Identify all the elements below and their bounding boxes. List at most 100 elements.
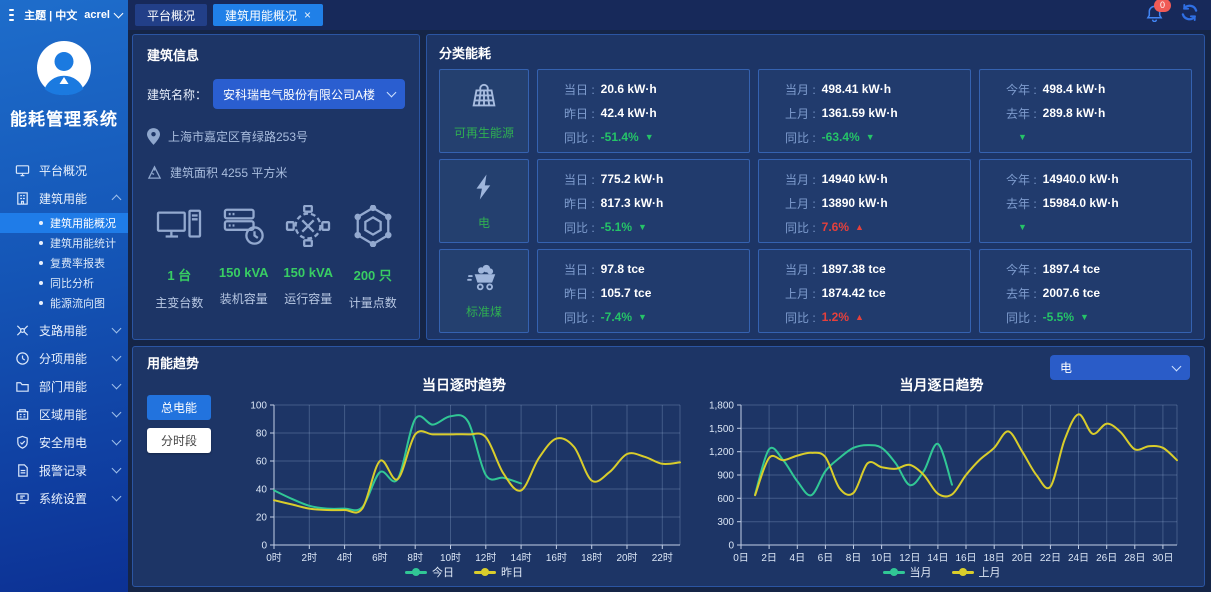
category-card-renewable: 可再生能源 bbox=[439, 69, 529, 153]
chart-legend: 当月 上月 bbox=[882, 564, 1001, 580]
sidebar-item-subitem-energy[interactable]: 分项用能 bbox=[0, 344, 128, 372]
svg-text:2日: 2日 bbox=[761, 553, 777, 564]
sidebar-submenu-building: 建筑用能概况 建筑用能统计 复费率报表 同比分析 能源流向图 bbox=[0, 212, 128, 316]
metering-points-icon bbox=[350, 204, 396, 251]
legend-item-yesterday[interactable]: 昨日 bbox=[474, 564, 523, 580]
sidebar-subitem-yoy-analysis[interactable]: 同比分析 bbox=[0, 273, 128, 293]
notification-bell-icon[interactable]: 0 bbox=[1146, 0, 1171, 27]
sidebar-subitem-building-overview[interactable]: 建筑用能概况 bbox=[0, 213, 128, 233]
settings-icon bbox=[14, 490, 30, 506]
svg-text:0日: 0日 bbox=[733, 553, 749, 564]
bullet-icon bbox=[39, 281, 43, 285]
chart-title: 当日逐时趋势 bbox=[422, 377, 506, 393]
building-info-title: 建筑信息 bbox=[147, 48, 200, 63]
svg-text:60: 60 bbox=[256, 457, 268, 468]
svg-text:1,200: 1,200 bbox=[708, 447, 733, 458]
svg-text:16日: 16日 bbox=[955, 553, 976, 564]
stat-transformer-count: 1 台 主变台数 bbox=[147, 205, 212, 311]
theme-language-switch[interactable]: 主题 | 中文 bbox=[24, 10, 78, 22]
chevron-down-icon bbox=[1171, 361, 1182, 371]
energy-trend-title: 用能趋势 bbox=[147, 356, 200, 371]
building-icon bbox=[14, 190, 30, 206]
transformer-icon bbox=[156, 209, 202, 251]
sidebar-item-electrical-safety[interactable]: 安全用电 bbox=[0, 428, 128, 456]
chevron-down-icon bbox=[111, 351, 122, 362]
refresh-icon[interactable] bbox=[1180, 4, 1199, 26]
svg-text:22日: 22日 bbox=[1039, 553, 1060, 564]
legend-item-today[interactable]: 今日 bbox=[405, 564, 454, 580]
area-ruler-icon bbox=[147, 165, 162, 180]
svg-text:30日: 30日 bbox=[1152, 553, 1173, 564]
svg-text:1,800: 1,800 bbox=[708, 401, 733, 412]
electricity-year-card: 今年 :14940.0 kW·h 去年 :15984.0 kW·h ▼ bbox=[979, 159, 1192, 243]
app-title: 能耗管理系统 bbox=[10, 110, 118, 129]
svg-text:14日: 14日 bbox=[927, 553, 948, 564]
sidebar-item-platform-overview[interactable]: 平台概况 bbox=[0, 156, 128, 184]
trend-arrow-icon: ▲ bbox=[855, 312, 864, 322]
shield-icon bbox=[14, 434, 30, 450]
svg-text:300: 300 bbox=[717, 517, 734, 528]
legend-marker bbox=[405, 568, 427, 576]
hamburger-menu-icon[interactable] bbox=[9, 9, 15, 21]
bullet-icon bbox=[39, 301, 43, 305]
building-area: 建筑面积 4255 平方米 bbox=[170, 166, 288, 180]
total-energy-button[interactable]: 总电能 bbox=[147, 395, 211, 420]
tab-platform-overview[interactable]: 平台概况 bbox=[135, 4, 208, 26]
chevron-down-icon bbox=[386, 87, 397, 98]
legend-item-current-month[interactable]: 当月 bbox=[882, 564, 932, 580]
tab-building-energy-overview[interactable]: 建筑用能概况 × bbox=[213, 4, 324, 26]
svg-text:8时: 8时 bbox=[407, 552, 423, 564]
category-card-coal: 标准煤 bbox=[439, 249, 529, 333]
trend-arrow-icon: ▼ bbox=[644, 132, 654, 142]
trend-arrow-icon: ▼ bbox=[865, 132, 875, 142]
stat-installed-capacity: 150 kVA 装机容量 bbox=[212, 205, 277, 311]
svg-text:22时: 22时 bbox=[652, 552, 673, 564]
close-icon[interactable]: × bbox=[304, 8, 312, 22]
legend-item-last-month[interactable]: 上月 bbox=[951, 564, 1001, 580]
sidebar-item-branch-energy[interactable]: 支路用能 bbox=[0, 316, 128, 344]
legend-marker bbox=[474, 568, 496, 576]
svg-text:100: 100 bbox=[250, 401, 267, 412]
sidebar-item-alarm-records[interactable]: 报警记录 bbox=[0, 456, 128, 484]
building-name-select[interactable]: 安科瑞电气股份有限公司A楼 bbox=[213, 79, 405, 109]
sidebar-subitem-tariff-report[interactable]: 复费率报表 bbox=[0, 253, 128, 273]
svg-text:80: 80 bbox=[256, 429, 268, 440]
bullet-icon bbox=[39, 241, 43, 245]
avatar bbox=[36, 40, 92, 96]
chevron-down-icon bbox=[111, 407, 122, 418]
sidebar-subitem-energy-flow[interactable]: 能源流向图 bbox=[0, 293, 128, 313]
legend-marker bbox=[951, 568, 974, 576]
category-card-electricity: 电 bbox=[439, 159, 529, 243]
sidebar-subitem-building-statistics[interactable]: 建筑用能统计 bbox=[0, 233, 128, 253]
svg-text:40: 40 bbox=[256, 485, 268, 496]
trend-arrow-icon: ▼ bbox=[1018, 132, 1027, 142]
electricity-month-card: 当月 :14940 kW·h 上月 :13890 kW·h 同比 :7.6% ▲ bbox=[758, 159, 971, 243]
folder-icon bbox=[14, 378, 30, 394]
sidebar-item-building-energy[interactable]: 建筑用能 bbox=[0, 184, 128, 212]
coal-day-card: 当日 :97.8 tce 昨日 :105.7 tce 同比 : -7.4% ▼ bbox=[537, 249, 750, 333]
trend-arrow-icon: ▼ bbox=[1018, 222, 1027, 232]
main-area: 平台概况 建筑用能概况 × 0 建筑信息 bbox=[128, 0, 1211, 592]
svg-text:18时: 18时 bbox=[581, 552, 602, 564]
user-menu[interactable]: acrel bbox=[84, 8, 124, 21]
sidebar-item-department-energy[interactable]: 部门用能 bbox=[0, 372, 128, 400]
daily-hourly-line-chart[interactable]: 0时 2时 4时 6时 8时 10时 12时 14时 16时 18时 20时 22时 0 20 40 60 80… bbox=[236, 395, 692, 564]
building-stats: 1 台 主变台数 150 kVA 装机容量 bbox=[147, 204, 405, 311]
sidebar-item-region-energy[interactable]: 区域用能 bbox=[0, 400, 128, 428]
energy-type-select[interactable]: 电 bbox=[1050, 355, 1190, 380]
monthly-daily-line-chart[interactable]: 0日 2日 4日 6日 8日 10日 12日 14日 16日 18日 20日 22日 24日 26日 28日… bbox=[693, 395, 1191, 564]
renewable-day-card: 当日 :20.6 kW·h 昨日 :42.4 kW·h 同比 : -51.4% ▼ bbox=[537, 69, 750, 153]
time-period-button[interactable]: 分时段 bbox=[147, 428, 211, 453]
svg-text:10时: 10时 bbox=[440, 552, 461, 564]
chart-legend: 今日 昨日 bbox=[405, 564, 523, 580]
svg-text:8日: 8日 bbox=[845, 553, 861, 564]
trend-arrow-icon: ▼ bbox=[1080, 312, 1089, 322]
sidebar-item-system-settings[interactable]: 系统设置 bbox=[0, 484, 128, 512]
chevron-down-icon bbox=[111, 491, 122, 502]
chevron-down-icon bbox=[113, 8, 124, 19]
category-energy-title: 分类能耗 bbox=[439, 46, 492, 61]
electricity-day-card: 当日 :775.2 kW·h 昨日 :817.3 kW·h 同比 : -5.1% ▼ bbox=[537, 159, 750, 243]
trend-arrow-icon: ▲ bbox=[855, 222, 864, 232]
svg-text:16时: 16时 bbox=[546, 552, 567, 564]
